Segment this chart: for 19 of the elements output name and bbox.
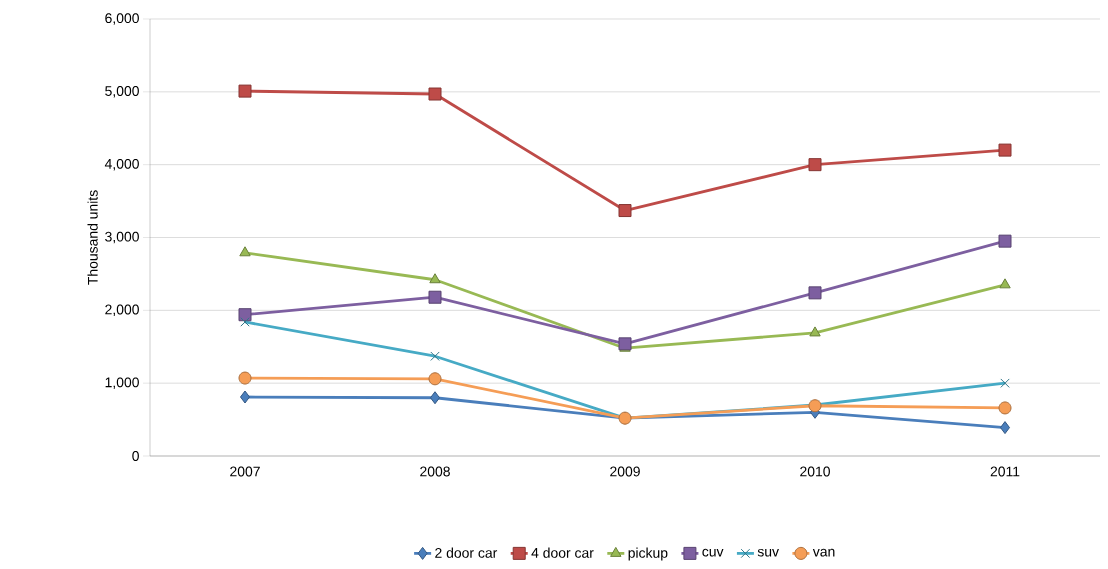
x-tick-label: 2010	[800, 466, 830, 477]
x-tick-label: 2008	[420, 466, 450, 477]
y-tick-label: 5,000	[105, 86, 139, 98]
legend-label: pickup	[628, 547, 668, 561]
y-tick-label: 2,000	[105, 304, 139, 317]
y-tick-label: 0	[132, 451, 139, 461]
y-axis-title: Thousand units	[87, 190, 98, 285]
legend-label: van	[812, 548, 835, 557]
y-tick-label: 3,000	[105, 231, 139, 244]
legend-label: cuv	[702, 548, 724, 557]
x-tick-label: 2007	[230, 466, 260, 477]
y-tick-label: 6,000	[105, 13, 139, 25]
x-tick-label: 2009	[610, 466, 640, 477]
y-tick-label: 1,000	[105, 377, 139, 389]
x-tick-label: 2011	[990, 466, 1020, 477]
legend-label: 4 door car	[531, 547, 594, 558]
legend-label: suv	[757, 548, 779, 557]
y-tick-label: 4,000	[104, 158, 139, 171]
legend-label: 2 door car	[435, 547, 498, 558]
